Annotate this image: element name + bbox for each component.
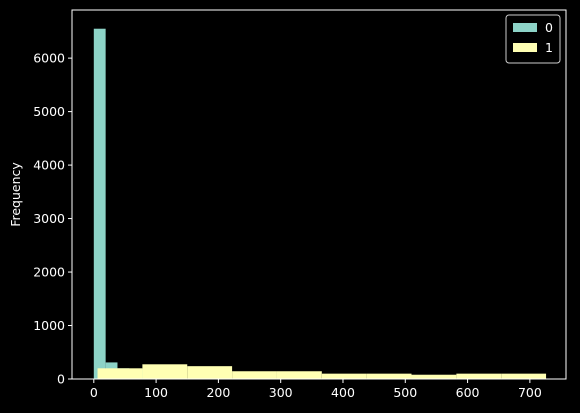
- bar-series-0-bin-0: [93, 28, 106, 379]
- bar-series-1-bin-1: [142, 364, 188, 379]
- bar-series-1-bin-9: [501, 373, 547, 379]
- legend-swatch-0: [513, 23, 537, 32]
- y-tick-label: 4000: [33, 158, 65, 173]
- bar-series-1-bin-5: [321, 373, 367, 379]
- x-tick-label: 200: [206, 385, 230, 400]
- legend-label-0: 0: [545, 20, 553, 35]
- x-tick-label: 400: [331, 385, 355, 400]
- legend-swatch-1: [513, 43, 537, 52]
- x-tick-label: 600: [456, 385, 480, 400]
- x-tick-label: 100: [144, 385, 168, 400]
- bars-layer: [93, 28, 547, 379]
- bar-series-1-bin-0: [97, 368, 143, 379]
- x-tick-label: 700: [518, 385, 542, 400]
- plot-frame: [71, 9, 567, 380]
- bar-series-1-bin-4: [276, 371, 322, 379]
- legend-label-1: 1: [545, 40, 553, 55]
- x-axis: 0 100 200 300 400 500 600 700: [90, 379, 542, 400]
- y-tick-label: 1000: [33, 318, 65, 333]
- bar-series-1-bin-8: [456, 373, 502, 379]
- bar-series-1-bin-2: [187, 366, 233, 379]
- bar-series-1-bin-6: [366, 373, 412, 379]
- y-tick-label: 0: [57, 372, 65, 387]
- bar-series-1-bin-3: [232, 371, 277, 379]
- x-tick-label: 300: [269, 385, 293, 400]
- y-tick-label: 2000: [33, 265, 65, 280]
- y-tick-label: 6000: [33, 51, 65, 66]
- bar-series-1-bin-7: [411, 374, 457, 379]
- y-axis: 0 1000 2000 3000 4000 5000 6000: [33, 51, 72, 387]
- y-axis-title: Frequency: [8, 162, 23, 227]
- y-tick-label: 3000: [33, 211, 65, 226]
- x-tick-label: 500: [393, 385, 417, 400]
- y-tick-label: 5000: [33, 104, 65, 119]
- x-tick-label: 0: [90, 385, 98, 400]
- legend: 01: [505, 14, 561, 64]
